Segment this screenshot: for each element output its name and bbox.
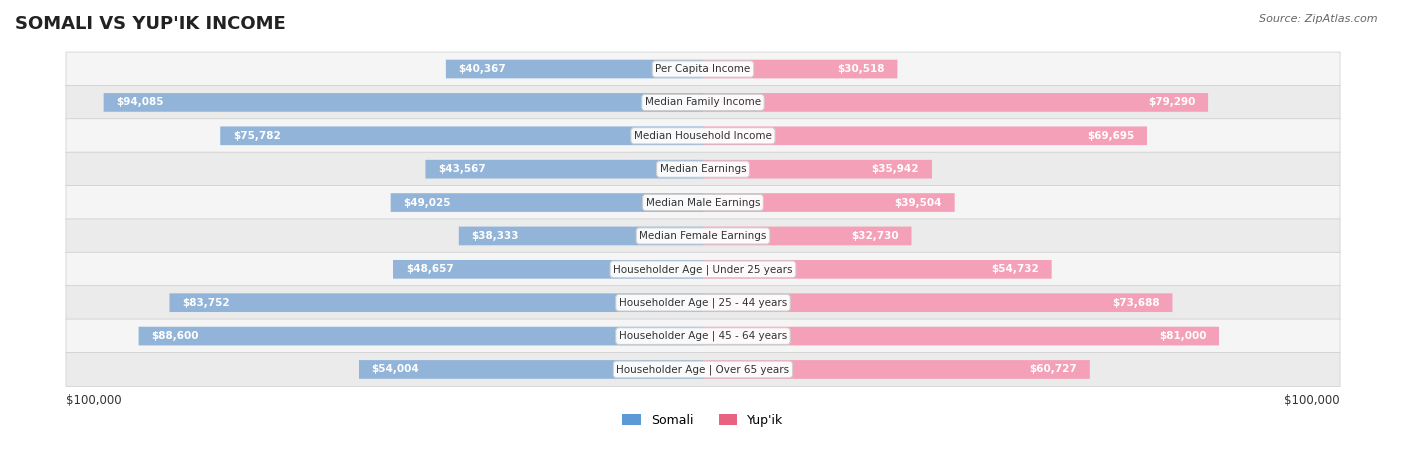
Text: Householder Age | Over 65 years: Householder Age | Over 65 years (616, 364, 790, 375)
FancyBboxPatch shape (66, 119, 1340, 153)
Text: $75,782: $75,782 (233, 131, 281, 141)
FancyBboxPatch shape (703, 360, 1090, 379)
FancyBboxPatch shape (703, 226, 911, 245)
Text: $48,657: $48,657 (406, 264, 454, 274)
Text: $49,025: $49,025 (404, 198, 451, 207)
FancyBboxPatch shape (66, 353, 1340, 387)
Text: $43,567: $43,567 (439, 164, 486, 174)
Text: $30,518: $30,518 (837, 64, 884, 74)
Text: $100,000: $100,000 (66, 395, 121, 408)
Text: SOMALI VS YUP'IK INCOME: SOMALI VS YUP'IK INCOME (15, 15, 285, 33)
Text: $83,752: $83,752 (183, 297, 229, 308)
FancyBboxPatch shape (703, 93, 1208, 112)
FancyBboxPatch shape (66, 319, 1340, 353)
FancyBboxPatch shape (66, 252, 1340, 286)
Text: Householder Age | 25 - 44 years: Householder Age | 25 - 44 years (619, 297, 787, 308)
Text: $40,367: $40,367 (458, 64, 506, 74)
Text: $60,727: $60,727 (1029, 364, 1077, 375)
Text: Median Male Earnings: Median Male Earnings (645, 198, 761, 207)
Text: Householder Age | 45 - 64 years: Householder Age | 45 - 64 years (619, 331, 787, 341)
FancyBboxPatch shape (703, 293, 1173, 312)
FancyBboxPatch shape (703, 160, 932, 178)
FancyBboxPatch shape (66, 52, 1340, 86)
FancyBboxPatch shape (66, 85, 1340, 120)
FancyBboxPatch shape (703, 260, 1052, 279)
Text: Per Capita Income: Per Capita Income (655, 64, 751, 74)
FancyBboxPatch shape (391, 193, 703, 212)
FancyBboxPatch shape (703, 193, 955, 212)
Text: $32,730: $32,730 (851, 231, 898, 241)
Text: Householder Age | Under 25 years: Householder Age | Under 25 years (613, 264, 793, 275)
FancyBboxPatch shape (703, 60, 897, 78)
Text: $39,504: $39,504 (894, 198, 942, 207)
FancyBboxPatch shape (446, 60, 703, 78)
Text: $94,085: $94,085 (117, 98, 165, 107)
FancyBboxPatch shape (66, 219, 1340, 253)
Text: Median Family Income: Median Family Income (645, 98, 761, 107)
Text: $100,000: $100,000 (1285, 395, 1340, 408)
FancyBboxPatch shape (703, 327, 1219, 346)
FancyBboxPatch shape (66, 286, 1340, 320)
Text: Median Earnings: Median Earnings (659, 164, 747, 174)
Text: $73,688: $73,688 (1112, 297, 1160, 308)
Text: $35,942: $35,942 (872, 164, 920, 174)
FancyBboxPatch shape (458, 226, 703, 245)
FancyBboxPatch shape (170, 293, 703, 312)
Legend: Somali, Yup'ik: Somali, Yup'ik (617, 409, 789, 432)
FancyBboxPatch shape (66, 152, 1340, 186)
Text: Source: ZipAtlas.com: Source: ZipAtlas.com (1260, 14, 1378, 24)
Text: Median Female Earnings: Median Female Earnings (640, 231, 766, 241)
Text: $38,333: $38,333 (471, 231, 519, 241)
Text: $79,290: $79,290 (1147, 98, 1195, 107)
FancyBboxPatch shape (66, 185, 1340, 219)
Text: Median Household Income: Median Household Income (634, 131, 772, 141)
FancyBboxPatch shape (394, 260, 703, 279)
FancyBboxPatch shape (221, 127, 703, 145)
FancyBboxPatch shape (359, 360, 703, 379)
FancyBboxPatch shape (104, 93, 703, 112)
Text: $69,695: $69,695 (1087, 131, 1135, 141)
FancyBboxPatch shape (139, 327, 703, 346)
FancyBboxPatch shape (426, 160, 703, 178)
FancyBboxPatch shape (703, 127, 1147, 145)
Text: $54,732: $54,732 (991, 264, 1039, 274)
Text: $88,600: $88,600 (152, 331, 198, 341)
Text: $54,004: $54,004 (371, 364, 419, 375)
Text: $81,000: $81,000 (1159, 331, 1206, 341)
